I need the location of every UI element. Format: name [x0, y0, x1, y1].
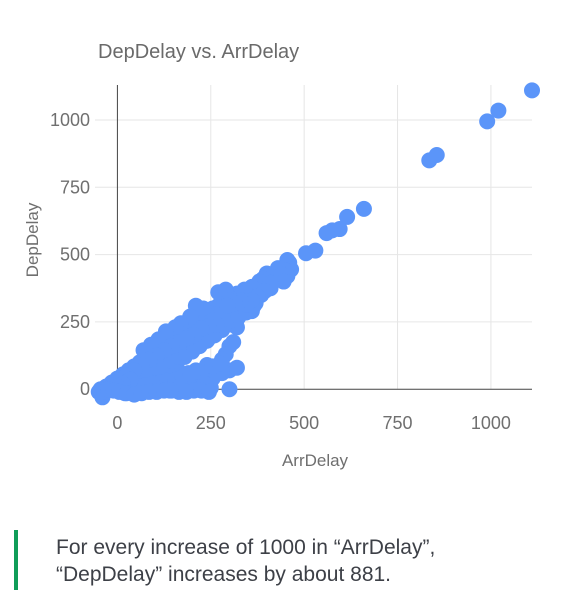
- scatter-chart: DepDelay vs. ArrDelay 0 250 500 750 1000 0 250…: [0, 0, 578, 500]
- data-point: [479, 113, 495, 129]
- x-tick-label: 250: [196, 413, 226, 433]
- data-point: [298, 245, 314, 261]
- y-tick-label: 750: [60, 177, 90, 197]
- data-point: [229, 360, 245, 376]
- data-point: [212, 356, 228, 372]
- data-point: [524, 82, 540, 98]
- x-tick-label: 1000: [471, 413, 511, 433]
- y-tick-label: 500: [60, 245, 90, 265]
- data-point: [220, 298, 236, 314]
- data-point: [201, 384, 217, 400]
- x-tick-label: 500: [289, 413, 319, 433]
- data-points: [91, 82, 540, 405]
- chart-title: DepDelay vs. ArrDelay: [98, 41, 299, 63]
- y-axis-title: DepDelay: [23, 202, 42, 277]
- chart-canvas: DepDelay vs. ArrDelay 0 250 500 750 1000 0 250…: [0, 0, 578, 500]
- insight-callout: For every increase of 1000 in “ArrDelay”…: [14, 530, 554, 590]
- data-point: [319, 225, 335, 241]
- y-tick-label: 250: [60, 312, 90, 332]
- insight-text: For every increase of 1000 in “ArrDelay”…: [56, 534, 546, 588]
- data-point: [356, 201, 372, 217]
- data-point: [221, 381, 237, 397]
- y-tick-label: 0: [80, 379, 90, 399]
- x-tick-label: 750: [383, 413, 413, 433]
- x-axis-title: ArrDelay: [282, 451, 349, 470]
- y-tick-label: 1000: [50, 110, 90, 130]
- data-point: [421, 152, 437, 168]
- x-tick-label: 0: [112, 413, 122, 433]
